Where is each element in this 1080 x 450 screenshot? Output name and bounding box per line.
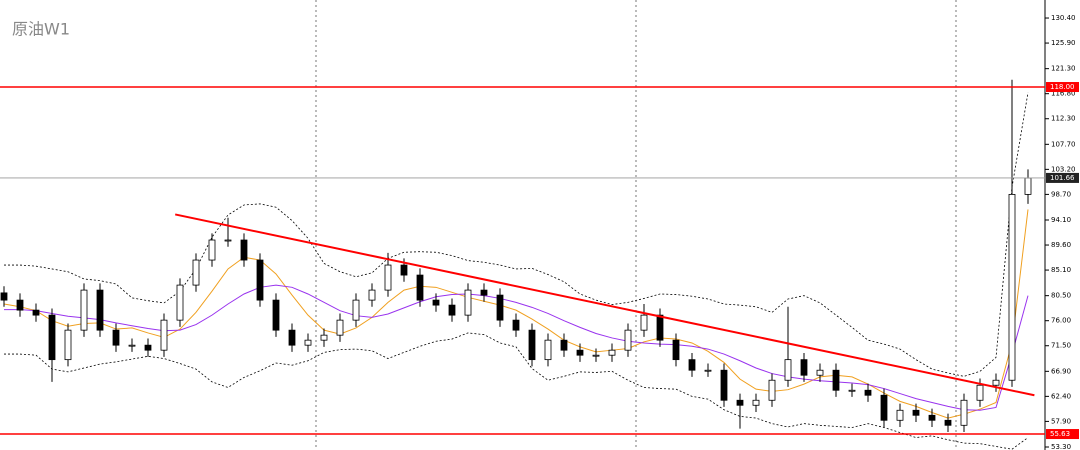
candle-body xyxy=(176,284,184,321)
moving-average xyxy=(4,284,1029,411)
price-level-label: 118.00 xyxy=(1050,83,1075,91)
candle-body xyxy=(272,299,280,331)
candle-body xyxy=(992,379,1000,386)
candle-body xyxy=(656,314,664,341)
bollinger-band xyxy=(4,92,1029,377)
candle-body xyxy=(912,409,920,416)
chart-title: 原油W1 xyxy=(12,20,70,39)
candle-body xyxy=(848,389,856,392)
candle-body xyxy=(928,414,936,421)
candle-body xyxy=(1008,193,1016,381)
y-tick-label: 103.20 xyxy=(1051,165,1076,173)
candle-body xyxy=(160,319,168,351)
candle-body xyxy=(624,329,632,351)
candle-body xyxy=(496,294,504,321)
candle-body xyxy=(688,359,696,371)
candle-body xyxy=(384,264,392,291)
y-tick-label: 98.70 xyxy=(1051,190,1071,198)
y-tick-label: 130.40 xyxy=(1051,14,1076,22)
y-tick-label: 107.70 xyxy=(1051,140,1076,148)
price-level-box xyxy=(1046,82,1079,93)
y-tick-label: 116.80 xyxy=(1051,90,1076,98)
candle-body xyxy=(944,419,952,426)
candle-body xyxy=(800,359,808,376)
current-price-line-box xyxy=(1046,172,1079,183)
candle-body xyxy=(112,329,120,346)
candle-body xyxy=(608,349,616,356)
candle-body xyxy=(128,344,136,347)
candle-body xyxy=(416,274,424,301)
y-tick-label: 112.30 xyxy=(1051,115,1076,123)
candle-body xyxy=(208,239,216,261)
candle-body xyxy=(816,369,824,376)
candle-body xyxy=(64,329,72,361)
y-tick-label: 66.90 xyxy=(1051,367,1071,375)
candle-body xyxy=(576,349,584,356)
candle-body xyxy=(896,409,904,421)
candle-body xyxy=(464,289,472,316)
candle-body xyxy=(640,314,648,331)
y-tick-label: 125.90 xyxy=(1051,39,1076,47)
candle-body xyxy=(0,292,8,301)
candle-body xyxy=(528,329,536,361)
y-tick-label: 62.40 xyxy=(1051,392,1071,400)
current-price-line-label: 101.66 xyxy=(1050,174,1075,182)
candle-body xyxy=(80,289,88,331)
candle-body xyxy=(368,289,376,301)
y-tick-label: 76.00 xyxy=(1051,317,1071,325)
candle-body xyxy=(1024,177,1032,195)
candle-body xyxy=(592,354,600,357)
candle-body xyxy=(480,289,488,296)
candle-body xyxy=(720,369,728,401)
candle-body xyxy=(48,314,56,361)
bollinger-band xyxy=(4,332,1029,450)
candle-body xyxy=(736,399,744,406)
price-level-box xyxy=(1046,429,1079,440)
y-tick-label: 85.10 xyxy=(1051,266,1071,274)
candle-body xyxy=(32,309,40,316)
candle-body xyxy=(784,359,792,381)
candle-body xyxy=(512,319,520,331)
y-tick-label: 121.30 xyxy=(1051,65,1076,73)
candle-body xyxy=(96,289,104,331)
candle-body xyxy=(768,379,776,401)
candle-body xyxy=(400,264,408,276)
price-level-label: 55.63 xyxy=(1050,430,1070,438)
candle-body xyxy=(352,299,360,321)
candle-body xyxy=(880,394,888,421)
candle-body xyxy=(240,239,248,261)
y-tick-label: 57.90 xyxy=(1051,417,1071,425)
candle-body xyxy=(960,399,968,426)
y-tick-label: 94.10 xyxy=(1051,216,1071,224)
candle-body xyxy=(224,239,232,242)
candle-body xyxy=(336,319,344,336)
candle-body xyxy=(752,399,760,406)
candle-body xyxy=(144,344,152,351)
y-tick-label: 89.60 xyxy=(1051,241,1071,249)
candle-body xyxy=(16,299,24,311)
candle-body xyxy=(320,334,328,341)
candle-body xyxy=(832,369,840,391)
candle-body xyxy=(672,339,680,361)
candle-body xyxy=(560,339,568,351)
moving-average xyxy=(3,209,1029,419)
candle-body xyxy=(192,259,200,286)
candle-body xyxy=(448,304,456,316)
candle-body xyxy=(704,369,712,372)
y-tick-label: 71.50 xyxy=(1051,342,1071,350)
y-tick-label: 53.30 xyxy=(1051,443,1071,450)
candle-body xyxy=(976,384,984,401)
candle-body xyxy=(544,339,552,361)
candle-body xyxy=(288,329,296,346)
candle-body xyxy=(432,299,440,306)
candle-body xyxy=(864,389,872,396)
candle-body xyxy=(256,259,264,301)
y-tick-label: 80.50 xyxy=(1051,292,1071,300)
trendline xyxy=(174,213,1035,397)
candle-body xyxy=(304,339,312,346)
